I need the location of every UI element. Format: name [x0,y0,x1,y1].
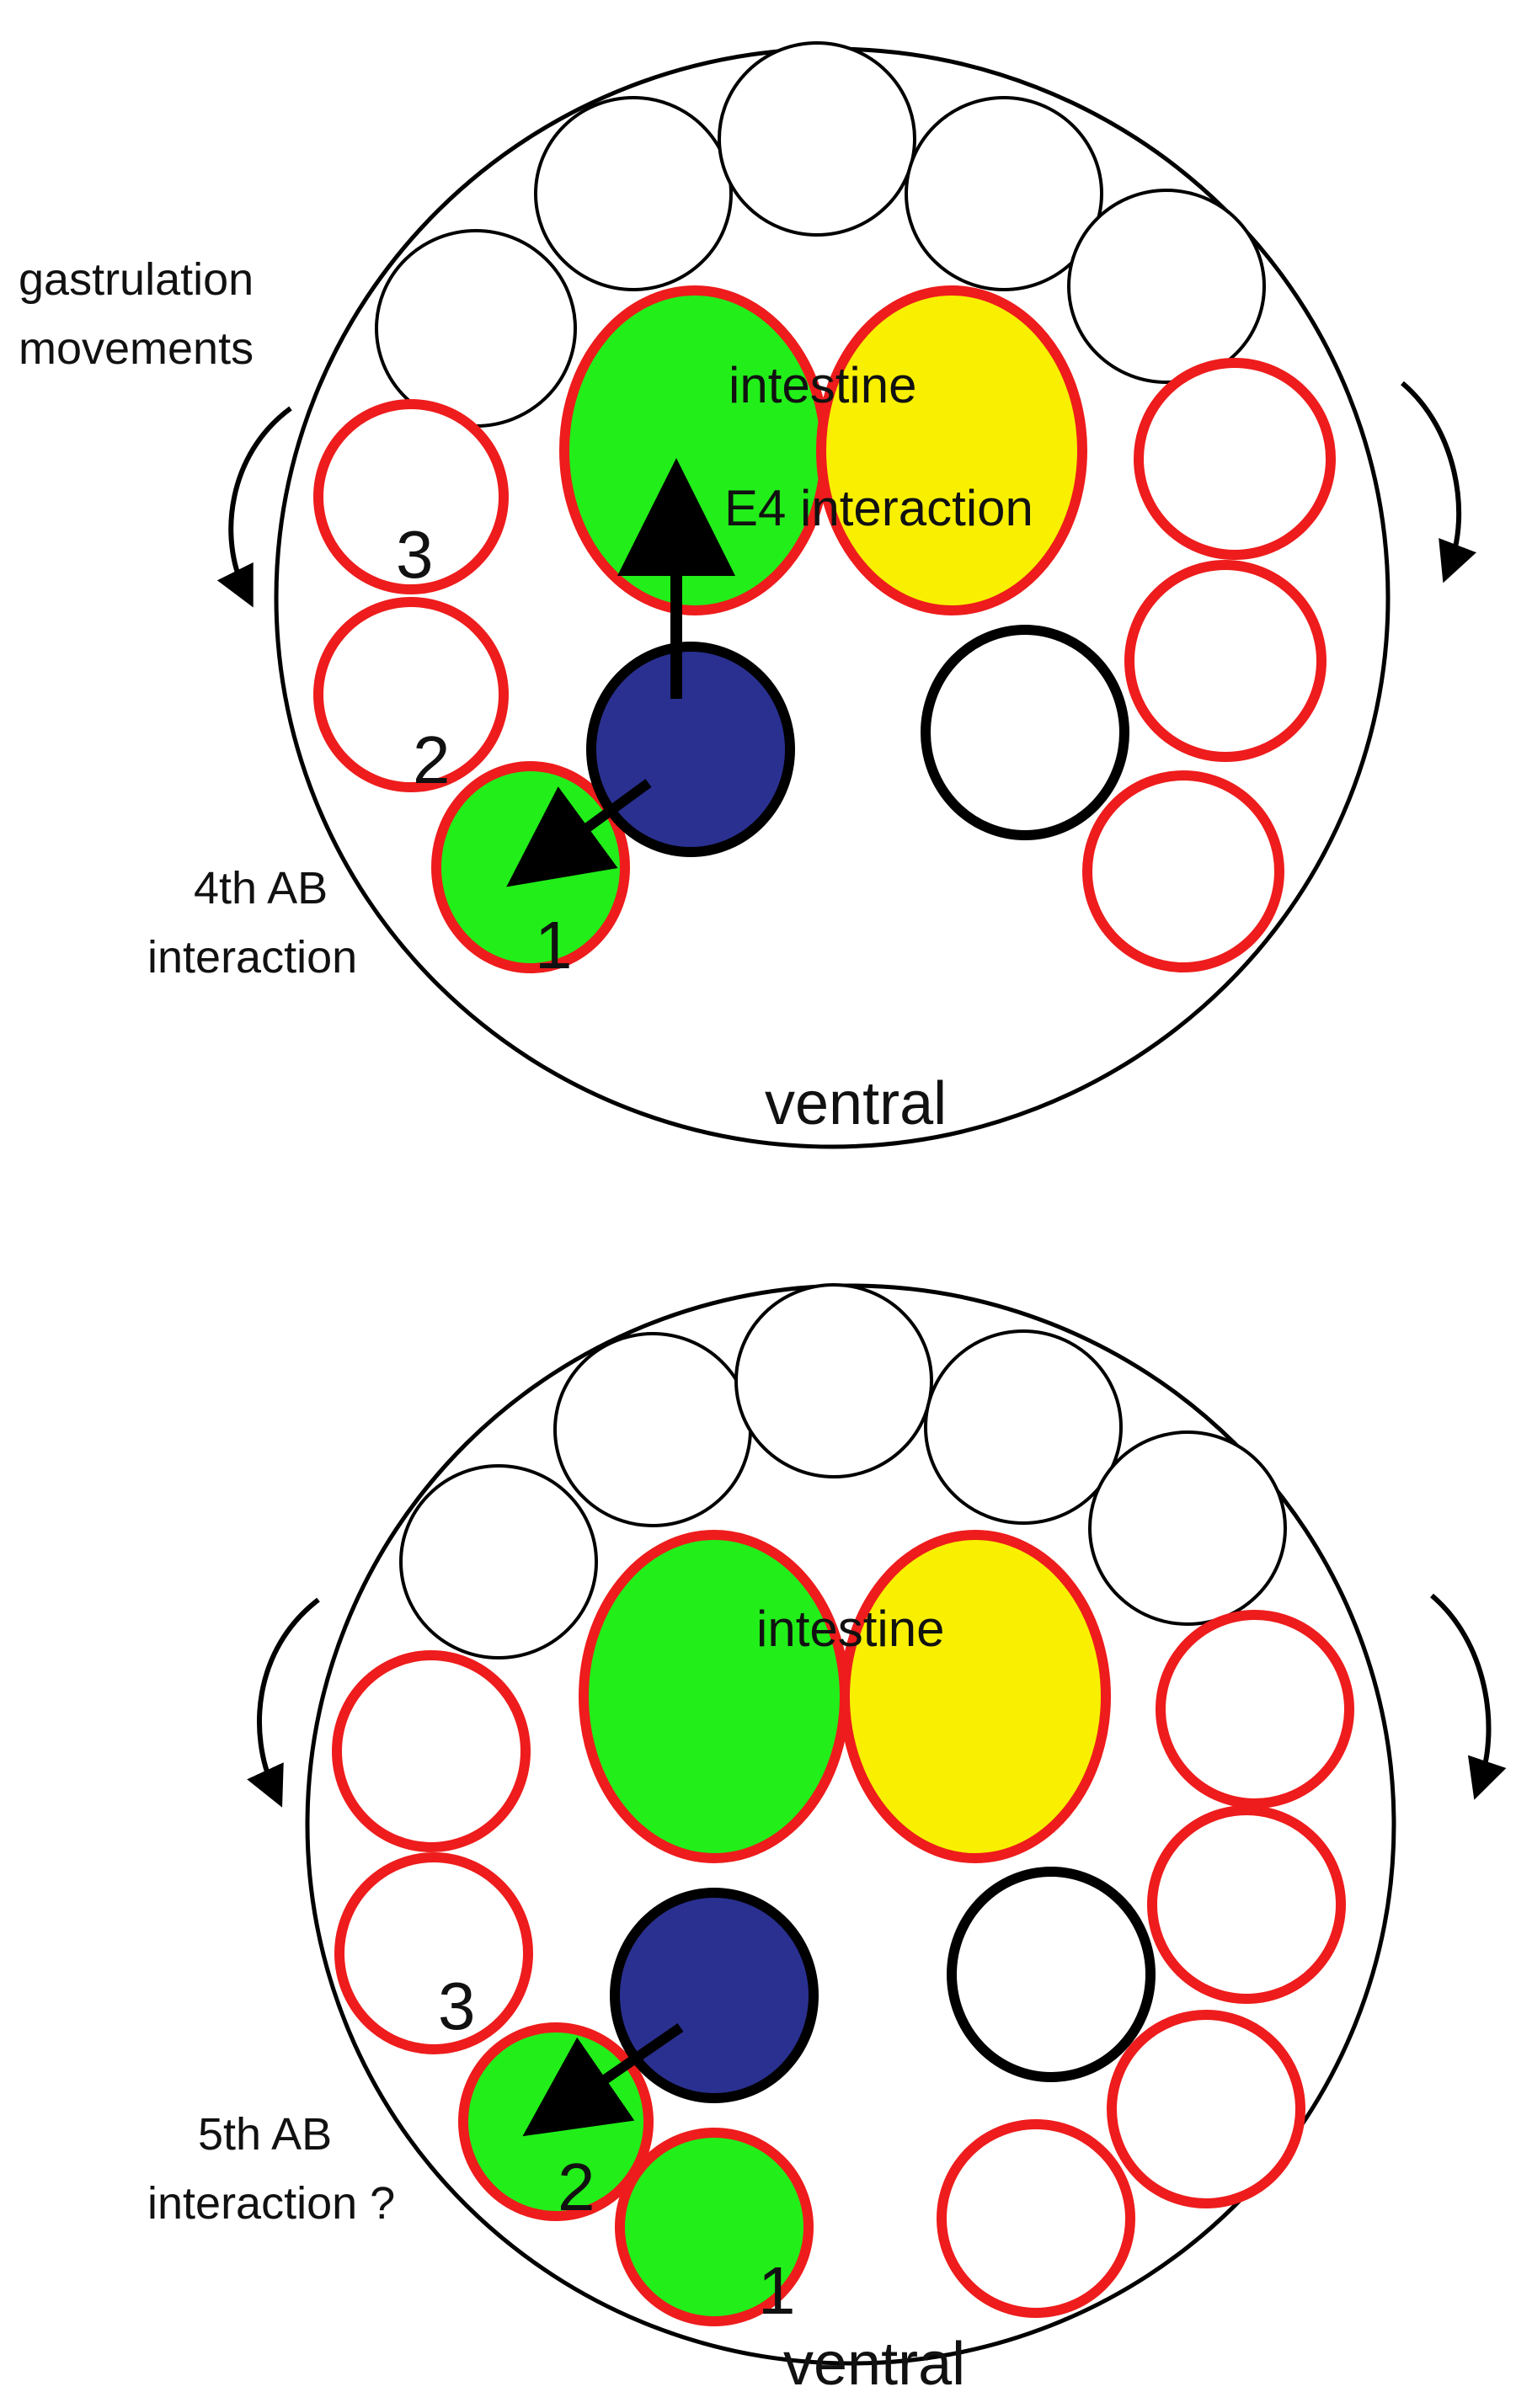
ventral-label: ventral [765,1070,947,1137]
cell-number-2: 2 [413,722,451,797]
right-red-cell [1134,358,1336,560]
straight-arrow-icon [522,2023,684,2137]
curved-arrow-icon [1430,1593,1507,1800]
dorsal-cell [734,1283,933,1478]
gastrulation-label-line1: gastrulation [19,254,254,305]
right-red-cell [1156,1610,1354,1809]
cell-number-3: 3 [438,1968,476,2043]
dorsal-cell [718,41,916,237]
right-red-cell [1107,2010,1305,2208]
right-red-cell [1124,560,1326,762]
curved-arrow-icon [247,1597,320,1808]
right-red-cell [1147,1805,1346,2004]
e4-interaction-label: E4 interaction [724,480,1033,536]
left-red-cell [332,1650,531,1852]
right-red-cell [1082,770,1284,972]
ab-cell-1 [431,761,630,973]
intestine-cell-yellow [840,1530,1111,1863]
curved-arrow-icon [216,406,292,608]
ab-cell-1 [615,2128,814,2326]
ab-interaction-label-line1: 4th AB [194,863,328,914]
straight-arrow-icon [506,779,652,887]
dorsal-cell-row [399,1283,1287,1659]
intestine-label: intestine [756,1601,944,1657]
dorsal-cell [1088,1430,1287,1626]
white-cell-black-outline [947,1867,1156,2082]
ab-cell-2 [313,597,509,792]
dorsal-cell [534,96,733,291]
ventral-label: ventral [783,2331,965,2398]
curved-arrow-icon [1401,381,1476,583]
dorsal-cell [1067,189,1266,384]
intestine-cell-yellow [816,285,1087,615]
blue-cell [586,642,795,857]
intestine-label: intestine [729,357,916,413]
ab-cell-2 [458,2022,654,2221]
gastrulation-label-line2: movements [19,323,254,374]
dorsal-cell [553,1332,752,1527]
blue-cell [610,1888,819,2103]
cell-number-1: 1 [535,908,573,983]
ab-interaction-label-line2: interaction [147,932,357,983]
dorsal-cell [399,1464,598,1659]
intestine-cell-green [579,1530,850,1863]
dorsal-cell [905,96,1103,291]
dorsal-cell [375,229,577,428]
right-red-cell [937,2119,1135,2318]
ab-interaction-label-line2: interaction ? [147,2178,395,2229]
ab-cell-3 [313,399,509,594]
ab-interaction-label-line1: 5th AB [198,2109,332,2160]
dorsal-cell-row [375,41,1266,428]
top-panel: gastrulation movements intestine E4 inte… [19,41,1476,1149]
cell-number-1: 1 [758,2253,796,2328]
cell-number-3: 3 [396,517,434,592]
left-red-cell [334,1852,533,2054]
cell-number-2: 2 [558,2150,595,2224]
bottom-panel: intestine 3 2 1 5th AB interaction ? ven… [147,1283,1507,2398]
intestine-cell-green [559,285,830,615]
white-cell-black-outline [921,625,1129,840]
dorsal-cell [924,1329,1123,1525]
